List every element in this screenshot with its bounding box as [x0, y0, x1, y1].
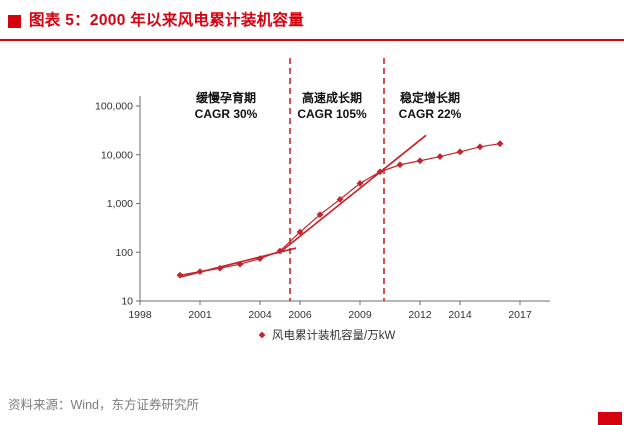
series-line	[179, 142, 501, 276]
data-point-marker	[496, 139, 504, 147]
legend: 风电累计装机容量/万kW	[258, 328, 395, 342]
phase-annotation: 缓慢孕育期 CAGR 30%	[195, 90, 258, 121]
chart-area: 10 100 1,000 10,000 100,000 1998 2001 2004 2006 2…	[0, 46, 624, 367]
x-tick-label: 2012	[408, 309, 432, 321]
data-point-marker	[436, 152, 444, 160]
x-tick-label: 2009	[348, 309, 372, 321]
data-point-marker	[356, 179, 364, 187]
data-point-marker	[396, 160, 404, 168]
x-tick-label: 2004	[248, 309, 272, 321]
data-point-marker	[196, 267, 204, 275]
data-point-marker	[476, 143, 484, 150]
data-point-marker	[456, 148, 464, 155]
phase-annotation: 稳定增长期 CAGR 22%	[399, 90, 462, 121]
svg-text:CAGR 105%: CAGR 105%	[297, 107, 367, 121]
legend-marker-icon	[258, 331, 266, 338]
data-point-marker	[236, 260, 244, 268]
svg-text:高速成长期: 高速成长期	[302, 90, 362, 105]
svg-text:稳定增长期: 稳定增长期	[400, 90, 460, 105]
title-bullet-icon	[8, 14, 21, 28]
x-tick-label: 2017	[508, 309, 532, 321]
data-point-marker	[256, 254, 264, 262]
data-point-marker	[336, 195, 344, 203]
y-tick-label: 100	[115, 246, 133, 258]
x-tick-label: 1998	[128, 309, 152, 321]
data-point-marker	[416, 156, 424, 164]
figure-header: 图表 5：2000 年以来风电累计装机容量	[0, 0, 624, 39]
svg-text:缓慢孕育期: 缓慢孕育期	[196, 90, 256, 105]
source-note: 资料来源：Wind，东方证券研究所	[8, 398, 199, 412]
figure-title: 图表 5：2000 年以来风电累计装机容量	[29, 12, 305, 29]
data-point-marker	[176, 271, 184, 279]
data-point-marker	[316, 210, 324, 218]
data-point-marker	[376, 167, 384, 175]
legend-label: 风电累计装机容量/万kW	[272, 328, 395, 342]
x-tick-label: 2006	[288, 309, 312, 321]
y-tick-label: 10,000	[101, 149, 133, 161]
trend-line	[279, 134, 427, 253]
x-tick-label: 2014	[448, 309, 472, 321]
svg-text:CAGR 30%: CAGR 30%	[195, 107, 258, 121]
y-tick-label: 100,000	[95, 100, 133, 112]
data-point-marker	[296, 228, 304, 236]
axes: 10 100 1,000 10,000 100,000 1998 2001 2004 2006 2…	[95, 95, 550, 321]
series-markers	[176, 139, 504, 279]
y-tick-label: 1,000	[107, 198, 133, 210]
data-point-marker	[276, 247, 284, 255]
page-corner-mark	[598, 412, 622, 425]
x-tick-label: 2001	[188, 309, 212, 321]
phase-annotation: 高速成长期 CAGR 105%	[297, 90, 367, 121]
svg-text:CAGR 22%: CAGR 22%	[399, 107, 462, 121]
wind-capacity-chart-svg: 10 100 1,000 10,000 100,000 1998 2001 2004 2006 2…	[95, 57, 550, 342]
header-rule	[0, 38, 624, 41]
y-tick-label: 10	[121, 295, 133, 307]
